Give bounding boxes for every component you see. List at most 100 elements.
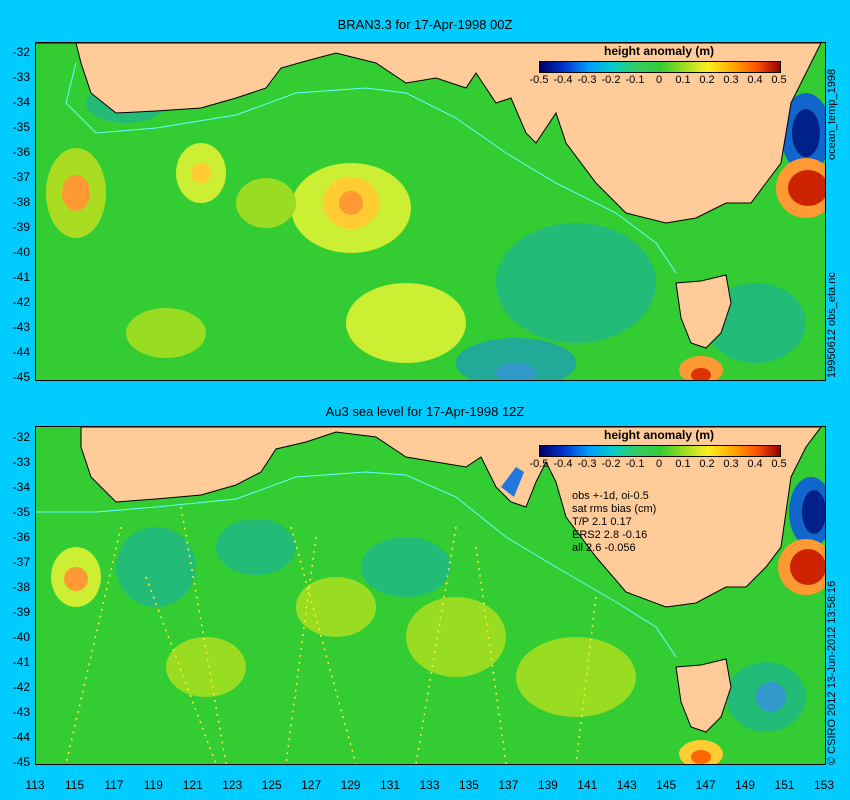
legend-tick-label: 0.4: [747, 458, 763, 470]
x-tick-label: 145: [656, 778, 677, 792]
x-tick-label: 143: [616, 778, 637, 792]
legend-tick-label: -0.2: [601, 458, 621, 470]
y-tick-label: -42: [12, 295, 30, 309]
x-tick-label: 123: [222, 778, 243, 792]
legend-title: height anomaly (m): [603, 428, 714, 442]
y-tick-label: -43: [12, 705, 30, 719]
satellite-tracks: [65, 506, 597, 764]
legend-tick-label: 0.1: [675, 458, 691, 470]
x-tick-label: 133: [419, 778, 440, 792]
y-tick-label: -33: [12, 455, 30, 469]
stats-line: T/P 2.1 0.17: [572, 516, 632, 528]
panel-title-bottom: Au3 sea level for 17-Apr-1998 12Z: [325, 404, 525, 419]
map-top-svg: [36, 43, 825, 380]
x-tick-label: 141: [577, 778, 598, 792]
legend-tick-label: -0.3: [577, 74, 597, 86]
stats-line: obs +-1d, oi-0.5: [572, 490, 649, 502]
tasmania-land-bottom: [675, 658, 732, 733]
y-tick-label: -37: [12, 555, 30, 569]
legend-tick-label: 0.5: [771, 74, 787, 86]
x-tick-label: 151: [774, 778, 795, 792]
x-tick-label: 153: [813, 778, 835, 792]
legend-tick-label: -0.3: [577, 458, 597, 470]
stats-line: sat rms bias (cm): [572, 503, 657, 515]
y-tick-label: -42: [12, 680, 30, 694]
legend-top: height anomaly (m) -0.5 -0.4 -0.3 -0.2 -0.1 0…: [524, 44, 794, 96]
y-tick-label: -35: [12, 120, 30, 134]
stats-line: all 2.6 -0.056: [572, 542, 636, 554]
x-tick-label: 127: [301, 778, 322, 792]
y-tick-label: -43: [12, 320, 30, 334]
legend-tick-label: 0.4: [747, 74, 763, 86]
y-tick-label: -36: [12, 145, 30, 159]
y-tick-label: -32: [12, 45, 30, 59]
y-tick-label: -44: [12, 730, 30, 744]
y-tick-label: -38: [12, 580, 30, 594]
legend-tick-label: -0.5: [529, 74, 549, 86]
legend-tick-label: -0.1: [625, 74, 645, 86]
legend-tick-label: -0.4: [553, 458, 573, 470]
australia-land-bottom: [80, 427, 822, 608]
stats-line: ERS2 2.8 -0.16: [572, 529, 648, 541]
legend-tick-label: -0.5: [529, 458, 549, 470]
legend-colorbar: [539, 61, 781, 73]
y-tick-label: -40: [12, 245, 30, 259]
anomaly-field-bottom: [51, 477, 825, 764]
tasmania-land-top: [675, 274, 732, 349]
x-tick-label: 113: [25, 778, 45, 792]
y-tick-label: -33: [12, 70, 30, 84]
y-tick-label: -35: [12, 505, 30, 519]
legend-bottom: height anomaly (m) -0.5 -0.4 -0.3 -0.2 -0.1 0…: [524, 428, 794, 480]
y-tick-label: -45: [12, 370, 30, 384]
legend-tick-label: 0: [655, 458, 663, 470]
y-tick-label: -41: [12, 270, 30, 284]
x-tick-label: 125: [261, 778, 282, 792]
y-tick-label: -32: [12, 430, 30, 444]
y-tick-label: -39: [12, 605, 30, 619]
side-label-bottom: © CSIRO 2012 13-Jun-2012 13:58:16: [826, 580, 838, 765]
x-tick-label: 129: [340, 778, 361, 792]
x-tick-label: 117: [104, 778, 124, 792]
legend-tick-label: 0.3: [723, 458, 739, 470]
gulf-water-bottom: [501, 467, 524, 497]
legend-tick-label: 0: [655, 74, 663, 86]
side-label-top-upper: ocean_temp_1998: [826, 68, 838, 160]
x-tick-label: 149: [735, 778, 756, 792]
x-tick-label: 137: [498, 778, 519, 792]
y-tick-label: -36: [12, 530, 30, 544]
legend-tick-label: -0.4: [553, 74, 573, 86]
x-tick-label: 147: [695, 778, 716, 792]
coast-current-line-bottom: [36, 471, 677, 658]
panel-title-top: BRAN3.3 for 17-Apr-1998 00Z: [337, 17, 513, 32]
y-tick-label: -39: [12, 220, 30, 234]
side-label-top: 19950612 obs_eta.nc: [826, 272, 838, 378]
map-panel-bottom: [35, 426, 826, 765]
x-tick-label: 121: [182, 778, 203, 792]
x-tick-label: 135: [458, 778, 479, 792]
x-tick-label: 115: [64, 778, 84, 792]
australia-land-top: [36, 43, 822, 224]
y-tick-label: -38: [12, 195, 30, 209]
legend-tick-label: 0.1: [675, 74, 691, 86]
legend-tick-label: 0.3: [723, 74, 739, 86]
map-bottom-svg: [36, 427, 825, 764]
legend-tick-label: 0.2: [699, 458, 715, 470]
y-tick-label: -40: [12, 630, 30, 644]
y-tick-label: -34: [12, 95, 30, 109]
y-tick-label: -44: [12, 345, 30, 359]
legend-colorbar: [539, 445, 781, 457]
y-tick-label: -37: [12, 170, 30, 184]
y-tick-label: -34: [12, 480, 30, 494]
legend-tick-label: 0.2: [699, 74, 715, 86]
y-tick-label: -45: [12, 755, 30, 769]
legend-title: height anomaly (m): [603, 44, 714, 58]
x-tick-label: 139: [537, 778, 558, 792]
legend-tick-label: 0.5: [771, 458, 787, 470]
map-panel-top: [35, 42, 826, 381]
x-tick-label: 131: [380, 778, 401, 792]
x-tick-label: 119: [143, 778, 163, 792]
legend-tick-label: -0.1: [625, 458, 645, 470]
coast-current-line-top: [65, 62, 677, 274]
stats-box: obs +-1d, oi-0.5 sat rms bias (cm) T/P 2…: [572, 490, 656, 555]
legend-tick-label: -0.2: [601, 74, 621, 86]
